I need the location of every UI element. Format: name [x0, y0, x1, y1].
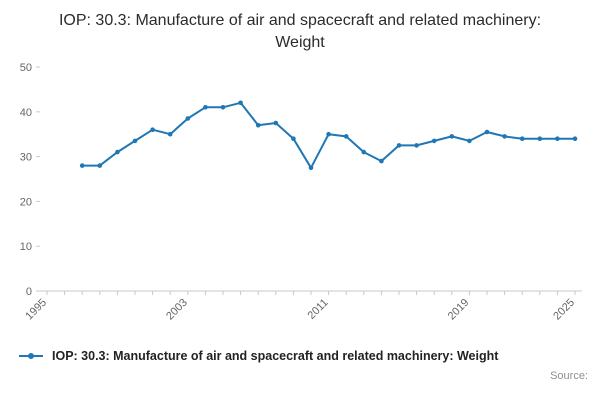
y-tick-label: 50 — [20, 62, 32, 74]
data-point — [449, 134, 455, 139]
chart-area: 1995 2003 2011 2019 2025 0 10 20 30 40 50 — [0, 53, 600, 345]
y-tick-label: 20 — [20, 197, 32, 209]
data-point — [572, 136, 578, 142]
y-tick-label: 40 — [20, 107, 32, 119]
y-tick-label: 30 — [20, 152, 32, 164]
data-point — [97, 163, 103, 169]
data-point — [414, 143, 419, 148]
data-point — [343, 134, 349, 139]
data-point — [467, 138, 472, 144]
x-tick-label: 1995 — [23, 297, 49, 323]
y-tick-label: 0 — [26, 286, 32, 298]
chart-svg: 1995 2003 2011 2019 2025 0 10 20 30 40 50 — [20, 62, 582, 323]
data-point — [431, 138, 437, 144]
data-point — [220, 105, 226, 110]
legend-label: IOP: 30.3: Manufacture of air and spacec… — [52, 349, 499, 364]
data-point — [519, 136, 525, 142]
data-point — [379, 158, 384, 164]
data-point — [308, 165, 314, 171]
data-point — [361, 149, 367, 155]
data-point — [537, 136, 543, 142]
data-point — [150, 127, 155, 133]
x-tick-label: 2011 — [306, 297, 331, 322]
data-point — [484, 129, 490, 135]
x-tick-label: 2019 — [446, 297, 472, 323]
x-tick-label: 2003 — [164, 297, 190, 323]
data-point — [396, 143, 402, 148]
chart-title: IOP: 30.3: Manufacture of air and spacec… — [58, 12, 542, 51]
data-point — [255, 123, 261, 128]
data-point — [273, 120, 279, 126]
data-point — [167, 132, 173, 137]
data-point — [132, 138, 138, 144]
x-tick-label: 2025 — [551, 297, 577, 323]
legend-swatch — [19, 353, 43, 360]
data-point — [185, 116, 191, 121]
y-tick-label: 10 — [20, 241, 32, 253]
data-point — [555, 136, 560, 142]
data-point — [115, 149, 120, 155]
data-point — [79, 163, 85, 169]
data-point — [291, 136, 296, 142]
data-point — [326, 132, 331, 137]
legend-item[interactable]: IOP: 30.3: Manufacture of air and spacec… — [0, 349, 600, 363]
data-point — [238, 100, 243, 106]
source-label: Source: — [550, 370, 588, 383]
data-point — [203, 105, 208, 110]
data-point — [502, 134, 507, 139]
